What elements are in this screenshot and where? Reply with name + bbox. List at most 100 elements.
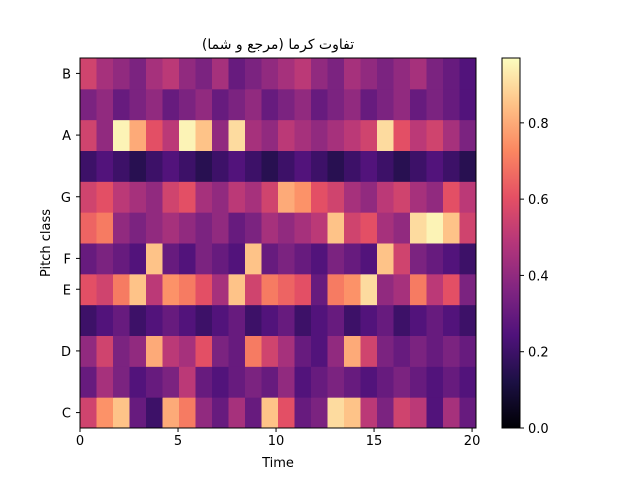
- heatmap-cell: [162, 119, 180, 151]
- heatmap-cell: [228, 119, 246, 151]
- heatmap-cell: [179, 273, 196, 306]
- heatmap-cell: [146, 212, 163, 244]
- heatmap-cell: [261, 397, 279, 428]
- heatmap-cell: [443, 119, 460, 151]
- heatmap-cell: [261, 150, 279, 182]
- heatmap-cell: [278, 273, 295, 306]
- heatmap-cell: [393, 335, 411, 367]
- heatmap-cell: [146, 181, 163, 213]
- heatmap-cell: [261, 119, 279, 151]
- heatmap-cell: [344, 88, 361, 121]
- y-axis-label: Pitch class: [39, 209, 54, 277]
- heatmap-cell: [344, 243, 361, 275]
- heatmap-cell: [129, 212, 147, 244]
- heatmap-cell: [377, 366, 394, 398]
- heatmap-cell: [410, 119, 427, 151]
- heatmap-cell: [311, 150, 328, 182]
- heatmap-cell: [179, 119, 196, 151]
- heatmap-cell: [393, 88, 411, 121]
- x-tick-label: 0: [76, 434, 84, 449]
- y-tick-label: F: [64, 252, 71, 267]
- heatmap-cell: [195, 181, 213, 213]
- heatmap-cell: [426, 88, 444, 121]
- heatmap-cell: [443, 88, 460, 121]
- heatmap-cell: [245, 243, 262, 275]
- heatmap-cell: [228, 335, 246, 367]
- heatmap-cell: [245, 119, 262, 151]
- heatmap-cell: [377, 150, 394, 182]
- heatmap-cell: [360, 335, 378, 367]
- heatmap-cell: [113, 150, 130, 182]
- heatmap-cell: [212, 88, 229, 121]
- heatmap-cell: [113, 335, 130, 367]
- heatmap-cell: [377, 119, 394, 151]
- heatmap-cell: [80, 243, 97, 275]
- heatmap-cell: [443, 243, 460, 275]
- heatmap-cell: [443, 181, 460, 213]
- heatmap-cell: [393, 119, 411, 151]
- heatmap-cell: [80, 181, 97, 213]
- heatmap-cell: [228, 304, 246, 336]
- heatmap-cell: [377, 304, 394, 336]
- heatmap-cell: [443, 212, 460, 244]
- heatmap-cell: [212, 273, 229, 306]
- heatmap-cell: [459, 397, 476, 428]
- heatmap-cell: [294, 304, 312, 336]
- heatmap-cell: [344, 366, 361, 398]
- heatmap-cell: [212, 58, 229, 90]
- heatmap-cell: [113, 212, 130, 244]
- heatmap-cell: [261, 58, 279, 90]
- heatmap-cells: [80, 58, 476, 428]
- x-tick-label: 20: [464, 434, 481, 449]
- heatmap-cell: [443, 335, 460, 367]
- heatmap-cell: [80, 366, 97, 398]
- y-tick-label: D: [61, 345, 71, 360]
- heatmap-cell: [410, 397, 427, 428]
- heatmap-cell: [393, 212, 411, 244]
- heatmap-cell: [179, 88, 196, 121]
- colorbar: [501, 57, 521, 429]
- heatmap-cell: [311, 304, 328, 336]
- chart-title: تفاوت کرما (مرجع و شما): [202, 37, 354, 53]
- heatmap-cell: [377, 397, 394, 428]
- heatmap-cell: [344, 397, 361, 428]
- heatmap-cell: [344, 304, 361, 336]
- heatmap-cell: [113, 181, 130, 213]
- heatmap-cell: [96, 88, 114, 121]
- heatmap-cell: [195, 366, 213, 398]
- heatmap-cell: [195, 397, 213, 428]
- heatmap-cell: [245, 366, 262, 398]
- heatmap-cell: [377, 243, 394, 275]
- heatmap-cell: [228, 212, 246, 244]
- heatmap-cell: [113, 243, 130, 275]
- colorbar-tick-label: 0.0: [528, 422, 549, 437]
- heatmap-cell: [443, 58, 460, 90]
- y-axis-ticks: C D E F G A B: [61, 67, 80, 422]
- heatmap-cell: [261, 243, 279, 275]
- heatmap-cell: [129, 181, 147, 213]
- heatmap-cell: [261, 304, 279, 336]
- heatmap-cell: [278, 119, 295, 151]
- heatmap-cell: [294, 88, 312, 121]
- heatmap-cell: [426, 181, 444, 213]
- heatmap-cell: [278, 335, 295, 367]
- heatmap-cell: [294, 243, 312, 275]
- heatmap-cell: [443, 150, 460, 182]
- heatmap-cell: [96, 181, 114, 213]
- heatmap-cell: [129, 366, 147, 398]
- heatmap-cell: [179, 181, 196, 213]
- heatmap-cell: [377, 273, 394, 306]
- heatmap-cell: [129, 304, 147, 336]
- heatmap-cell: [96, 366, 114, 398]
- heatmap-cell: [443, 273, 460, 306]
- x-tick-label: 15: [366, 434, 383, 449]
- heatmap-cell: [179, 304, 196, 336]
- heatmap-cell: [327, 397, 345, 428]
- heatmap-cell: [377, 88, 394, 121]
- heatmap-cell: [195, 119, 213, 151]
- heatmap-cell: [146, 304, 163, 336]
- heatmap-cell: [195, 273, 213, 306]
- heatmap-cell: [459, 119, 476, 151]
- heatmap-cell: [443, 304, 460, 336]
- heatmap-cell: [327, 335, 345, 367]
